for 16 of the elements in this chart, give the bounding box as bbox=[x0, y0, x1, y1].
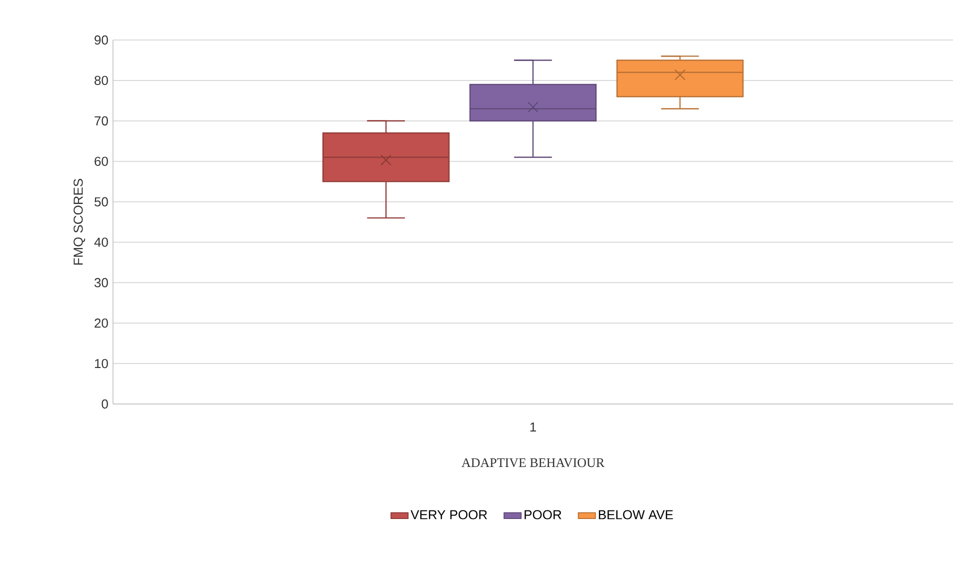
y-tick-label: 60 bbox=[94, 156, 108, 166]
y-tick-label: 20 bbox=[94, 318, 108, 328]
y-tick-label: 50 bbox=[94, 197, 108, 206]
legend-label: POOR bbox=[524, 510, 562, 520]
x-axis-title: ADAPTIVE BEHAVIOUR bbox=[462, 458, 605, 468]
x-tick-label: 1 bbox=[530, 422, 536, 432]
y-axis-title: FMQ SCORES bbox=[74, 178, 86, 265]
y-tick-label: 80 bbox=[94, 76, 108, 86]
y-tick-label: 90 bbox=[94, 35, 108, 45]
legend-label: BELOW AVE bbox=[598, 510, 673, 520]
y-tick-label: 70 bbox=[94, 116, 108, 126]
y-tick-label: 10 bbox=[94, 358, 108, 368]
y-tick-label: 30 bbox=[94, 278, 108, 288]
y-tick-label: 0 bbox=[102, 399, 108, 409]
y-tick-label: 40 bbox=[94, 238, 108, 247]
legend-label: VERY POOR bbox=[410, 510, 487, 520]
